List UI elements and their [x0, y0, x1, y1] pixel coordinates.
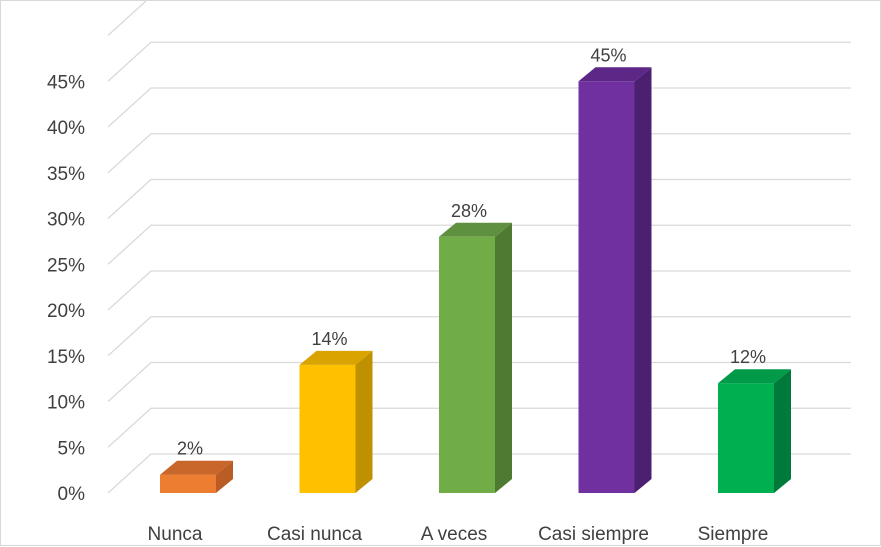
bar-front [578, 81, 635, 493]
y-tick-label: 0% [58, 484, 86, 505]
gridline [107, 1, 148, 36]
category-label: Siempre [698, 524, 769, 545]
bar [439, 222, 512, 494]
bar-side [216, 460, 233, 493]
data-label: 14% [311, 329, 347, 349]
bars [160, 67, 791, 494]
category-label: Nunca [148, 524, 203, 545]
data-label: 45% [590, 45, 626, 65]
bar-front [718, 383, 774, 493]
bar-front [299, 364, 356, 493]
category-label: Casi nunca [267, 524, 362, 545]
y-tick-label: 45% [47, 72, 85, 93]
y-tick-label: 30% [47, 210, 85, 231]
bar [299, 350, 373, 493]
data-label: 12% [730, 347, 766, 367]
y-tick-label: 40% [47, 118, 85, 139]
bar-side [774, 369, 791, 493]
bar-top [718, 369, 791, 384]
y-tick-label: 25% [47, 255, 85, 276]
bar-top [439, 222, 512, 237]
data-label: 2% [177, 439, 203, 459]
y-tick-label: 15% [47, 347, 85, 368]
bar [718, 369, 791, 493]
bar-front [439, 236, 495, 494]
y-tick-label: 10% [47, 393, 85, 414]
category-label: Casi siempre [538, 524, 649, 545]
gridline [107, 87, 851, 128]
y-tick-label: 35% [47, 164, 85, 185]
bar-side [495, 222, 512, 494]
bar-top [299, 350, 373, 365]
gridline [107, 133, 851, 174]
data-label: 28% [451, 201, 487, 221]
y-axis-ticks: 0% 5% 10% 15% 20% 25% 30% 35% 40% 45% [47, 72, 85, 505]
bar-top [160, 460, 233, 475]
bar-side [355, 350, 373, 493]
gridlines [107, 1, 851, 494]
category-label: A veces [421, 524, 488, 545]
bar-front [160, 474, 216, 493]
y-tick-label: 20% [47, 301, 85, 322]
bar-side [634, 67, 652, 493]
data-labels: 2% 14% 28% 45% 12% [177, 45, 766, 458]
x-axis-categories: Nunca Casi nunca A veces Casi siempre Siempr… [148, 524, 769, 545]
bar-top [578, 67, 652, 82]
gridline [107, 41, 851, 82]
bar [160, 460, 233, 493]
bar [578, 67, 652, 493]
y-tick-label: 5% [58, 438, 86, 459]
